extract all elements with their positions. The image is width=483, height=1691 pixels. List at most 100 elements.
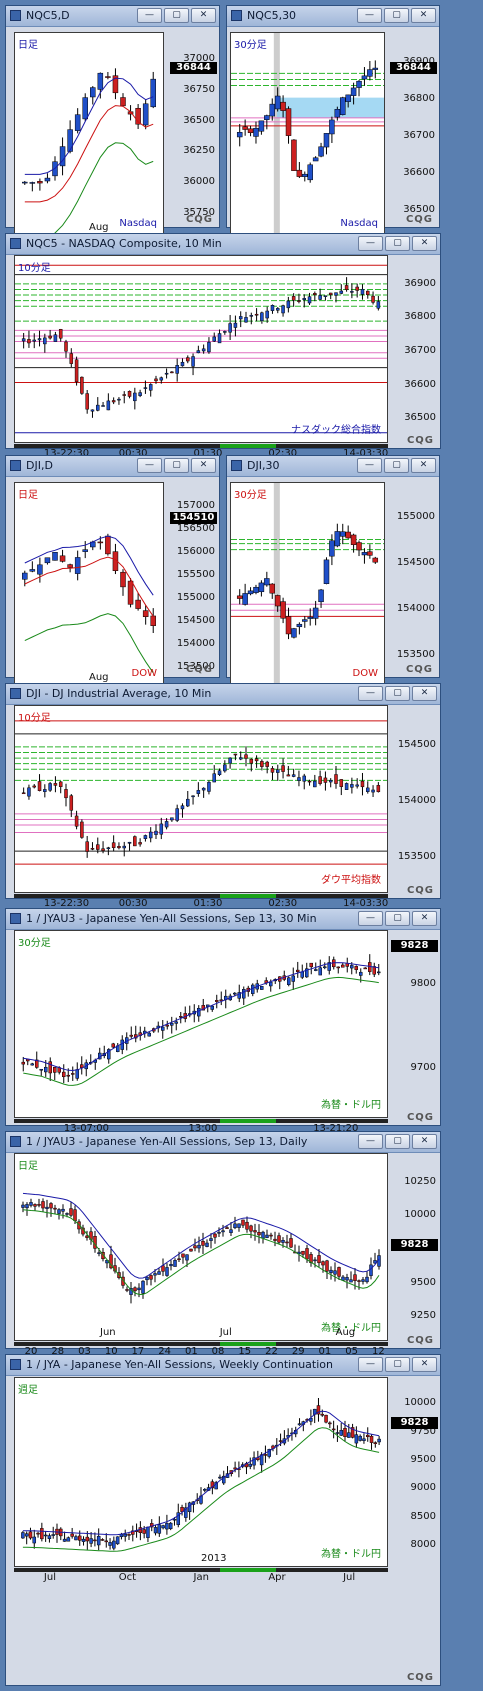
chart-plot-area[interactable]: 10分足 ナスダック総合指数 xyxy=(14,255,388,443)
candle-body xyxy=(112,1540,116,1549)
title-bar[interactable]: NQC5,30 — ▢ ✕ xyxy=(227,6,439,27)
minimize-button[interactable]: — xyxy=(358,1134,383,1149)
candle-body xyxy=(107,1049,111,1060)
close-button[interactable]: ✕ xyxy=(191,458,216,473)
candle-body xyxy=(109,1254,113,1269)
close-button[interactable]: ✕ xyxy=(412,686,437,701)
maximize-button[interactable]: ▢ xyxy=(385,911,410,926)
period-label: 10分足 xyxy=(18,713,51,724)
candle-body xyxy=(37,338,42,341)
candle-body xyxy=(137,1287,141,1291)
candle-body xyxy=(203,1489,207,1491)
candle-body xyxy=(363,967,367,970)
chart-window-w9[interactable]: 1 / JYA - Japanese Yen-All Sessions, Wee… xyxy=(5,1354,441,1686)
chart-window-w4[interactable]: DJI,D — ▢ ✕ 日足 DOW 157000 156500 156000 155500 155… xyxy=(5,455,220,702)
maximize-button[interactable]: ▢ xyxy=(385,686,410,701)
chart-window-w1[interactable]: NQC5,D — ▢ ✕ 日足 Nasdaq 37000 36750 36500 36250 360… xyxy=(5,5,220,252)
candle-body xyxy=(291,296,296,301)
minimize-button[interactable]: — xyxy=(358,686,383,701)
title-bar[interactable]: 1 / JYA - Japanese Yen-All Sessions, Wee… xyxy=(6,1355,440,1376)
title-bar[interactable]: DJI,30 — ▢ ✕ xyxy=(227,456,439,477)
candle-body xyxy=(302,775,306,782)
candle-body xyxy=(360,289,365,295)
title-bar[interactable]: DJI - DJ Industrial Average, 10 Min — ▢ ✕ xyxy=(6,684,440,705)
maximize-button[interactable]: ▢ xyxy=(384,458,409,473)
chart-window-w8[interactable]: 1 / JYAU3 - Japanese Yen-All Sessions, S… xyxy=(5,1131,441,1357)
close-button[interactable]: ✕ xyxy=(411,458,436,473)
minimize-button[interactable]: — xyxy=(357,458,382,473)
chart-window-w3[interactable]: NQC5 - NASDAQ Composite, 10 Min — ▢ ✕ 10分足 ナス… xyxy=(5,233,441,459)
chart-plot-area[interactable]: 30分足 為替・ドル円 xyxy=(14,930,388,1118)
chart-plot-area[interactable]: 日足 Nasdaq xyxy=(14,32,164,236)
maximize-button[interactable]: ▢ xyxy=(384,8,409,23)
minimize-button[interactable]: — xyxy=(358,236,383,251)
chart-plot-area[interactable]: 週足 為替・ドル円 xyxy=(14,1377,388,1567)
candle-body xyxy=(237,992,241,999)
minimize-button[interactable]: — xyxy=(137,8,162,23)
candle-body xyxy=(377,1438,381,1443)
candle-body xyxy=(356,80,362,88)
candle-body xyxy=(376,301,381,309)
maximize-button[interactable]: ▢ xyxy=(385,236,410,251)
cqg-logo: CQG xyxy=(406,1112,434,1123)
chart-plot-area[interactable]: 10分足 ダウ平均指数 xyxy=(14,705,388,893)
candle-body xyxy=(133,392,137,402)
candle-body xyxy=(345,94,351,102)
minimize-button[interactable]: — xyxy=(137,458,162,473)
candle-body xyxy=(164,372,169,375)
close-button[interactable]: ✕ xyxy=(412,1134,437,1149)
maximize-button[interactable]: ▢ xyxy=(164,8,189,23)
candle-body xyxy=(157,1524,162,1534)
close-button[interactable]: ✕ xyxy=(412,911,437,926)
chart-plot-area[interactable]: 30分足 DOW xyxy=(230,482,385,686)
close-button[interactable]: ✕ xyxy=(412,1357,437,1372)
candle-body xyxy=(313,1259,317,1262)
candle-body xyxy=(318,967,322,976)
cqg-logo: CQG xyxy=(185,664,213,675)
candle-body xyxy=(27,339,31,344)
chart-window-w5[interactable]: DJI,30— ▢ ✕ 30分足 DOW 155000 154500 154000 153500… xyxy=(226,455,440,702)
maximize-button[interactable]: ▢ xyxy=(385,1134,410,1149)
minimize-button[interactable]: — xyxy=(358,1357,383,1372)
candle-body xyxy=(300,971,304,978)
chart-plot-area[interactable]: 30分足 Nasdaq xyxy=(230,32,385,236)
chart-window-w2[interactable]: NQC5,30—▢✕30分足Nasdaq36900368003670036600… xyxy=(226,5,440,252)
candle-body xyxy=(168,1522,173,1530)
candle-body xyxy=(21,1204,25,1208)
candle-body xyxy=(309,962,313,968)
title-bar[interactable]: NQC5,D — ▢ ✕ xyxy=(6,6,219,27)
chart-window-w6[interactable]: DJI - DJ Industrial Average, 10 Min — ▢ ✕ 10… xyxy=(5,683,441,909)
candle-body xyxy=(74,114,81,131)
maximize-button[interactable]: ▢ xyxy=(164,458,189,473)
candle-body xyxy=(223,764,227,772)
x-axis-tick-label: 13-22:30 xyxy=(43,898,90,909)
close-button[interactable]: ✕ xyxy=(411,8,436,23)
title-bar[interactable]: 1 / JYAU3 - Japanese Yen-All Sessions, S… xyxy=(6,1132,440,1153)
candlestick-chart xyxy=(231,483,384,685)
candlestick-chart xyxy=(22,68,156,235)
candle-body xyxy=(297,777,301,781)
title-bar[interactable]: NQC5 - NASDAQ Composite, 10 Min — ▢ ✕ xyxy=(6,234,440,255)
candle-body xyxy=(93,1539,97,1542)
chart-plot-area[interactable]: 日足 DOW xyxy=(14,482,164,686)
candle-body xyxy=(207,781,211,792)
candle-body xyxy=(44,557,51,564)
candle-body xyxy=(320,1413,325,1416)
candle-body xyxy=(125,1289,129,1291)
candle-body xyxy=(221,1475,226,1484)
candle-body xyxy=(248,1463,253,1467)
chart-plot-area[interactable]: 日足 為替・ドル円 xyxy=(14,1153,388,1341)
x-axis-month-label: Aug xyxy=(335,1327,356,1338)
title-bar[interactable]: 1 / JYAU3 - Japanese Yen-All Sessions, S… xyxy=(6,909,440,930)
minimize-button[interactable]: — xyxy=(358,911,383,926)
minimize-button[interactable]: — xyxy=(357,8,382,23)
candle-body xyxy=(189,1248,193,1252)
session-marker xyxy=(273,483,280,685)
chart-window-w7[interactable]: 1 / JYAU3 - Japanese Yen-All Sessions, S… xyxy=(5,908,441,1134)
candle-body xyxy=(96,404,100,411)
close-button[interactable]: ✕ xyxy=(412,236,437,251)
close-button[interactable]: ✕ xyxy=(191,8,216,23)
title-bar[interactable]: DJI,D — ▢ ✕ xyxy=(6,456,219,477)
maximize-button[interactable]: ▢ xyxy=(385,1357,410,1372)
candle-body xyxy=(358,1435,362,1441)
